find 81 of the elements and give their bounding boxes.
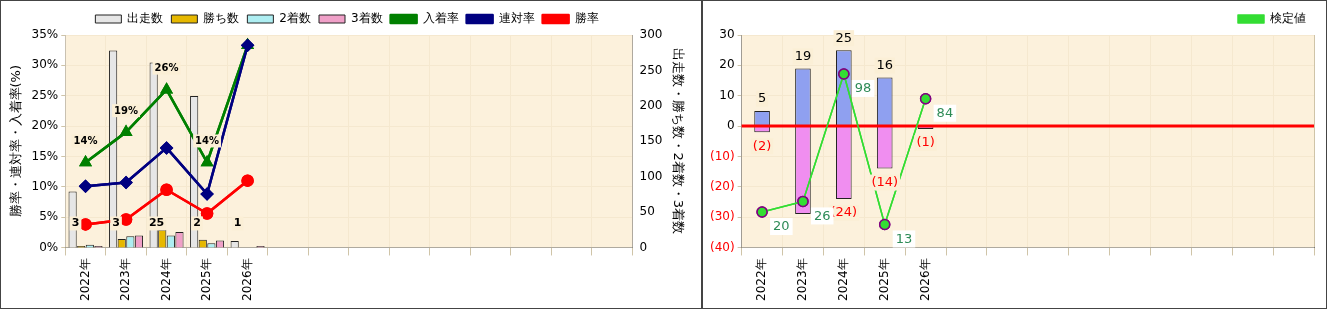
data-label: 19 [794,47,812,63]
point [797,195,809,208]
y-tick-label: (40) [709,239,735,254]
x-tick-label: 2024年 [835,258,850,302]
y-tick-label: 0% [39,239,59,254]
y2-tick-label: 100 [639,168,663,183]
point [160,141,173,155]
y2-tick-label: 150 [639,133,663,148]
y-tick-label: 25% [31,87,59,102]
data-label: 14% [195,135,220,147]
y2-tick-label: 50 [639,204,655,219]
point [79,179,92,193]
y-tick-label: (20) [709,178,735,193]
point [878,218,891,231]
y-tick-label: 5% [39,209,59,224]
data-label: (1) [916,134,935,150]
point [241,174,254,187]
legend-label: 勝率 [574,11,599,26]
point [201,156,213,167]
data-label: 19% [114,104,139,116]
y-tick-label: 15% [31,148,59,163]
y-tick-label: 20 [719,57,735,72]
point [160,183,173,197]
point [919,92,932,105]
data-label: 26 [813,207,831,223]
data-label: 16 [876,56,893,72]
y-axis-title: 勝率・連対率・入着率(%) [8,64,24,218]
annotation: 25 [148,216,165,230]
y-tick-label: (10) [709,148,735,163]
point [756,206,768,218]
x-tick-label: 2026年 [239,258,254,302]
y-tick-label: 30% [31,57,59,72]
data-label: 25 [835,29,853,45]
x-tick-label: 2025年 [876,258,891,302]
point [119,176,133,189]
point [79,156,92,167]
annotation: 3 [71,216,80,230]
annotation: 1 [233,216,242,230]
point [120,125,132,136]
data-label: 13 [895,230,913,246]
point [119,213,133,226]
data-label: 14% [73,135,98,147]
legend-label: 出走数 [127,11,164,26]
y-tick-label: 0 [726,118,735,133]
y-tick-label: 30 [719,27,735,42]
y-tick-label: 35% [31,27,59,42]
point [160,83,173,94]
legend-label: 検定値 [1270,11,1306,26]
x-tick-label: 2026年 [917,258,932,302]
y2-tick-label: 300 [639,27,663,42]
y2-tick-label: 0 [639,239,648,254]
data-label: (14) [871,173,899,189]
data-label: 20 [773,218,790,234]
data-label: 5 [757,90,767,106]
point [838,68,850,80]
y2-tick-label: 250 [639,62,663,77]
x-tick-label: 2024年 [158,258,173,302]
point [200,187,214,201]
legend-label: 3着数 [351,11,383,26]
data-label: 84 [936,105,954,121]
data-label: 26% [154,62,179,74]
y2-tick-label: 200 [639,97,663,112]
point [200,207,214,220]
x-tick-label: 2022年 [77,258,92,302]
legend-label: 連対率 [498,11,535,26]
x-tick-label: 2023年 [118,258,133,302]
y-tick-label: 10% [31,178,59,193]
data-label: (2) [752,137,772,153]
legend-label: 2着数 [279,11,312,26]
y-tick-label: 20% [31,118,59,133]
annotation: 2 [193,216,201,230]
legend-label: 入着率 [422,11,459,26]
legend-label: 勝ち数 [203,11,240,26]
annotation: 3 [112,216,120,230]
y2-axis-title: 出走数・勝ち数・2着数・3着数 [670,48,686,234]
y-tick-label: 10 [719,87,735,102]
x-tick-label: 2023年 [795,258,810,302]
x-tick-label: 2022年 [754,258,769,302]
y-tick-label: (30) [709,209,735,224]
data-label: 98 [854,80,872,96]
x-tick-label: 2025年 [199,258,214,302]
